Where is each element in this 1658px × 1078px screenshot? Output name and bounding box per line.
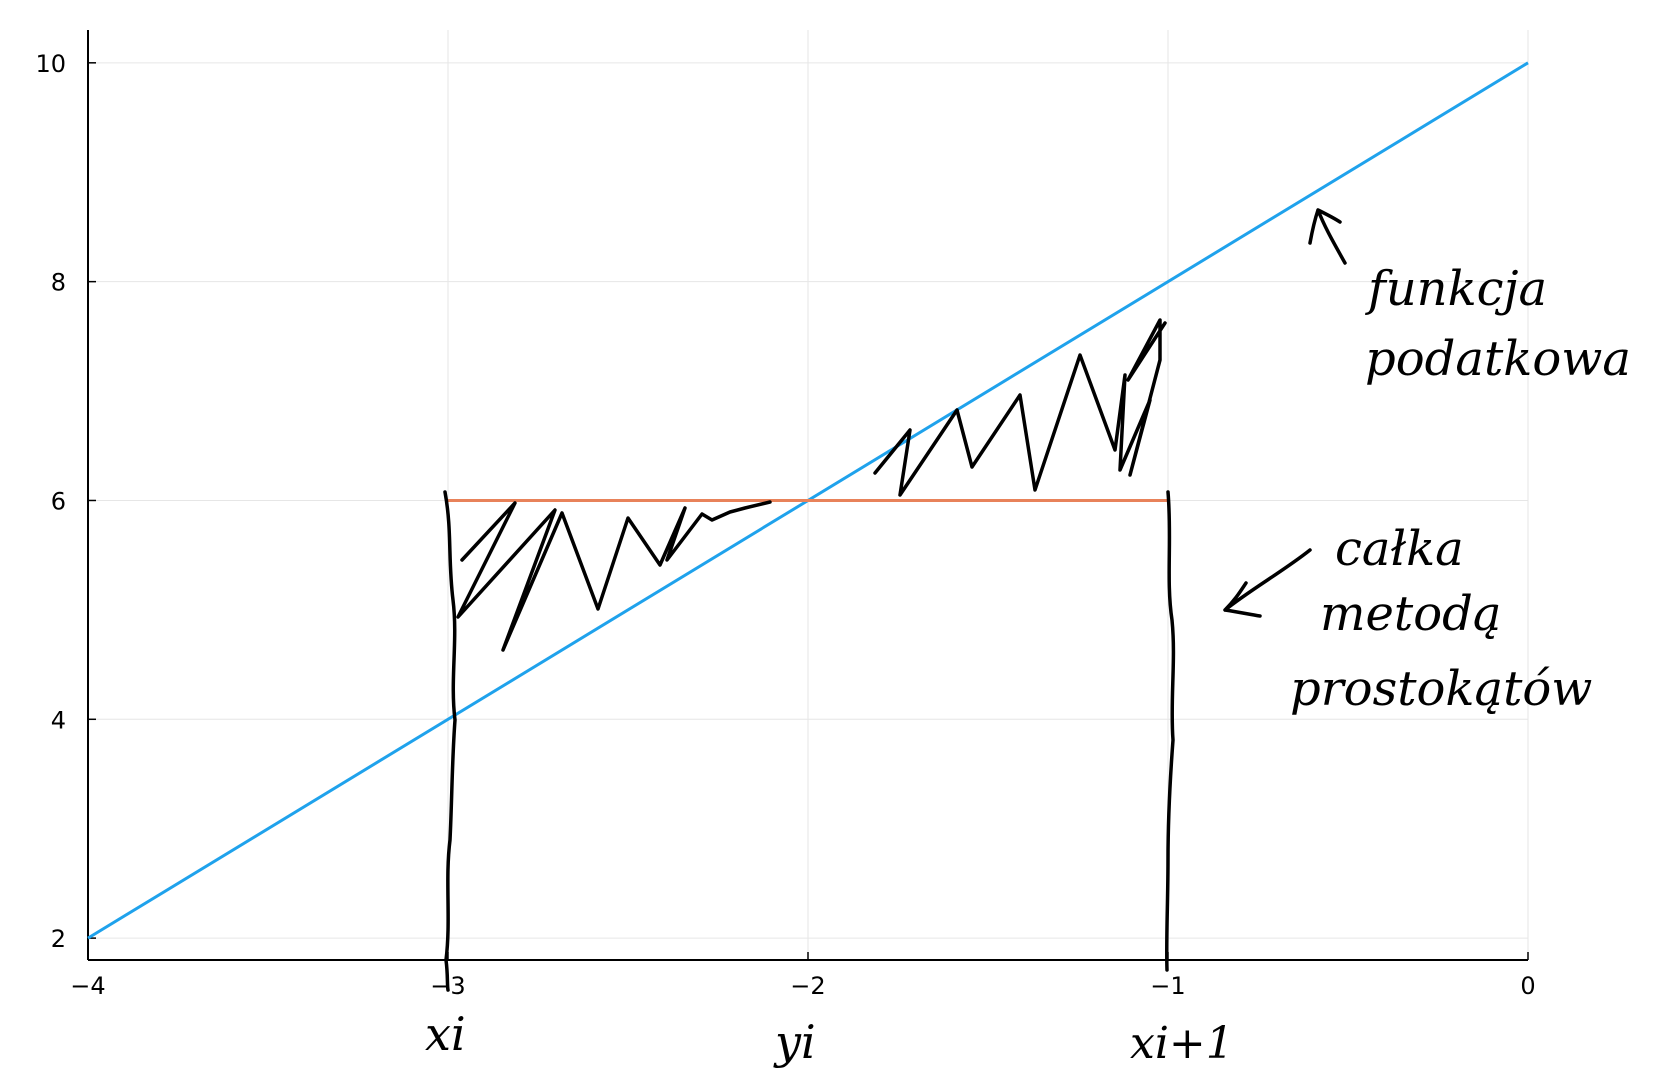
function-label-line2: podatkowa <box>1365 331 1631 387</box>
series-layer <box>87 61 1529 940</box>
x-tick-label: 0 <box>1520 972 1535 1000</box>
handwritten-labels: xi yi xi+1 funkcja podatkowa całka metod… <box>425 261 1631 1069</box>
y-tick-label: 6 <box>51 487 66 515</box>
y-tick-label: 2 <box>51 925 66 953</box>
x-tick-label: −1 <box>1150 972 1185 1000</box>
hatch-left <box>456 500 772 652</box>
x-i-label: xi <box>425 1007 466 1061</box>
arrow-left-stroke <box>1223 548 1312 618</box>
right-vertical-stroke <box>1164 490 1176 972</box>
x-tick-label: −2 <box>790 972 825 1000</box>
handwritten-strokes <box>443 208 1347 992</box>
left-vertical-stroke <box>443 490 457 992</box>
y-tick-label: 10 <box>35 50 66 78</box>
integral-label-line3: prostokątów <box>1290 661 1592 717</box>
arrow-up-stroke <box>1308 208 1347 265</box>
integral-label-line2: metodą <box>1320 586 1501 642</box>
y-tick-label: 8 <box>51 269 66 297</box>
y-i-label: yi <box>773 1015 816 1069</box>
function-label-line1: funkcja <box>1365 261 1547 317</box>
hatch-right <box>873 318 1167 497</box>
integral-label-line1: całka <box>1335 521 1464 577</box>
x-tick-label: −4 <box>70 972 105 1000</box>
x-i1-label: xi+1 <box>1130 1018 1234 1069</box>
y-tick-label: 4 <box>51 706 66 734</box>
grid <box>87 30 1529 960</box>
